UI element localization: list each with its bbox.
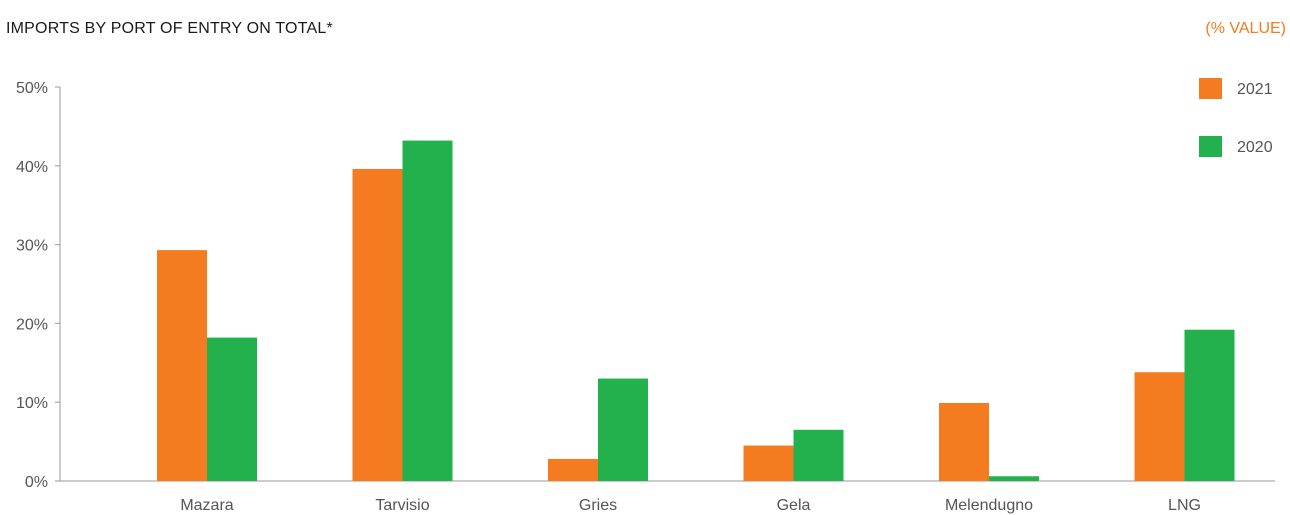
bars xyxy=(157,140,1235,482)
legend-label: 2020 xyxy=(1237,139,1273,156)
chart-title: IMPORTS BY PORT OF ENTRY ON TOTAL* xyxy=(6,20,333,37)
bar-2020 xyxy=(207,337,257,481)
axes xyxy=(55,86,1275,482)
x-tick-label: Melendugno xyxy=(945,497,1033,514)
y-tick-label: 10% xyxy=(16,395,48,412)
y-tick-label: 40% xyxy=(16,159,48,176)
y-tick-label: 20% xyxy=(16,316,48,333)
y-tick-label: 30% xyxy=(16,238,48,255)
legend-label: 2021 xyxy=(1237,81,1273,98)
y-tick-label: 0% xyxy=(25,474,48,491)
bar-2021 xyxy=(939,402,989,481)
x-tick-label: Tarvisio xyxy=(375,497,429,514)
bar-2021 xyxy=(743,445,794,481)
axis-labels: 0% 10% 20% 30% 40% 50% Mazara Tarvisio Gries Gela… xyxy=(16,80,1201,514)
bar-2021 xyxy=(157,250,207,481)
bar-2020 xyxy=(402,140,453,482)
x-tick-label: Gries xyxy=(579,497,617,514)
legend: 2021 2020 xyxy=(1199,78,1273,157)
bar-2021 xyxy=(548,458,598,481)
bar-2021 xyxy=(1134,372,1185,481)
x-tick-label: Mazara xyxy=(180,497,233,514)
legend-swatch xyxy=(1199,136,1222,157)
unit-label: (% VALUE) xyxy=(1205,20,1286,37)
bar-2020 xyxy=(793,429,844,481)
bar-2021 xyxy=(352,168,403,481)
x-tick-label: Gela xyxy=(777,497,811,514)
bar-2020 xyxy=(598,378,648,481)
legend-swatch xyxy=(1199,78,1222,99)
bar-2020 xyxy=(989,476,1039,481)
bar-2020 xyxy=(1184,329,1235,481)
y-tick-label: 50% xyxy=(16,80,48,97)
x-tick-label: LNG xyxy=(1168,497,1201,514)
